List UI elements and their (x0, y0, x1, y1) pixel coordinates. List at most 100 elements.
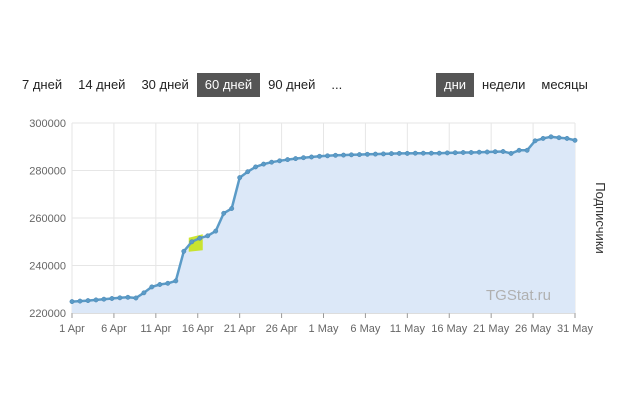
tick-labels: 220000 240000 260000 280000 300000 1 Apr 6 Apr… (29, 118, 593, 335)
data-point (333, 152, 338, 158)
y-tick-label: 240000 (29, 261, 66, 273)
data-point (484, 149, 490, 155)
data-point (141, 290, 147, 296)
data-point (500, 149, 506, 154)
x-tick-label: 6 Apr (101, 323, 127, 335)
data-point (524, 147, 530, 153)
x-tick-label: 11 May (390, 323, 426, 335)
x-tick-label: 1 Apr (59, 323, 85, 335)
data-point (245, 169, 251, 175)
y-axis-label: Подписчики (593, 182, 608, 254)
data-point (189, 239, 195, 245)
data-point (109, 296, 115, 301)
data-point (396, 150, 402, 156)
tab-14-days[interactable]: 14 дней (78, 77, 126, 92)
x-tick-label: 1 May (309, 323, 339, 335)
data-point (229, 206, 235, 211)
data-point (532, 138, 538, 144)
data-point (125, 294, 131, 300)
data-point (221, 210, 227, 216)
data-point (516, 147, 522, 153)
tab-more[interactable]: ... (331, 77, 343, 92)
series-line (71, 135, 576, 303)
data-point (460, 150, 466, 155)
data-point (404, 150, 410, 156)
data-point (341, 152, 346, 158)
data-point (317, 153, 322, 159)
data-point (548, 134, 554, 140)
y-tick-label: 300000 (29, 118, 66, 130)
data-point (173, 278, 179, 284)
x-tick-label: 11 Apr (140, 323, 171, 335)
y-tick-label: 280000 (29, 166, 66, 178)
data-point (101, 296, 107, 302)
data-point (325, 153, 330, 159)
y-tick-label: 220000 (29, 308, 66, 320)
data-point (309, 154, 314, 160)
data-point (205, 233, 211, 239)
data-point (348, 152, 354, 158)
area-fill (72, 136, 575, 313)
data-point (277, 158, 283, 164)
data-point (428, 150, 434, 156)
data-point (285, 157, 291, 163)
range-tabs: 7 дней 14 дней 30 дней 60 дней 90 дней .… (14, 73, 350, 97)
data-point (508, 150, 514, 156)
tab-60-days[interactable]: 60 дней (196, 73, 261, 97)
tab-weeks[interactable]: недели (482, 77, 526, 92)
data-point (181, 248, 187, 254)
data-point (492, 149, 498, 155)
data-point (540, 135, 546, 141)
data-point (253, 164, 259, 170)
area-layer (69, 134, 578, 313)
data-point (364, 151, 370, 157)
data-point (436, 150, 442, 156)
data-point (237, 175, 243, 181)
data-point (93, 297, 99, 303)
x-tick-label: 26 Apr (266, 323, 298, 335)
data-point (301, 155, 306, 161)
x-tick-label: 26 May (515, 323, 552, 335)
x-tick-label: 16 Apr (182, 323, 214, 335)
data-point (85, 298, 91, 304)
data-point (293, 156, 299, 162)
data-point (157, 282, 163, 287)
data-point (197, 235, 203, 241)
y-tick-label: 260000 (29, 213, 66, 225)
data-point (213, 228, 219, 234)
data-point (77, 298, 83, 304)
x-tick-label: 16 May (431, 323, 468, 335)
data-point (388, 151, 394, 157)
tab-7-days[interactable]: 7 дней (22, 77, 63, 92)
x-tick-label: 6 May (350, 323, 380, 335)
data-point (556, 135, 562, 141)
x-tick-label: 31 May (557, 323, 594, 335)
data-point (572, 137, 578, 143)
data-point (444, 150, 450, 156)
data-point (117, 295, 123, 301)
data-point (269, 159, 275, 165)
x-tick-label: 21 May (473, 323, 510, 335)
data-point (380, 151, 386, 157)
data-point (420, 150, 426, 156)
watermark: TGStat.ru (486, 287, 551, 304)
data-point (356, 152, 362, 158)
data-point (564, 135, 570, 141)
data-point (476, 149, 482, 155)
x-tick-label: 21 Apr (224, 323, 256, 335)
data-point (149, 284, 155, 290)
tab-30-days[interactable]: 30 дней (141, 77, 189, 92)
data-point (452, 150, 458, 156)
data-point (261, 161, 267, 167)
tab-days[interactable]: дни (436, 73, 475, 97)
data-point (165, 280, 171, 286)
tab-90-days[interactable]: 90 дней (268, 77, 316, 92)
data-point (468, 150, 474, 155)
data-point (412, 150, 418, 156)
tab-months[interactable]: месяцы (541, 77, 588, 92)
data-point (372, 151, 378, 157)
data-point (133, 295, 139, 301)
period-tabs: дни недели месяцы (436, 73, 596, 97)
data-point (69, 299, 75, 305)
